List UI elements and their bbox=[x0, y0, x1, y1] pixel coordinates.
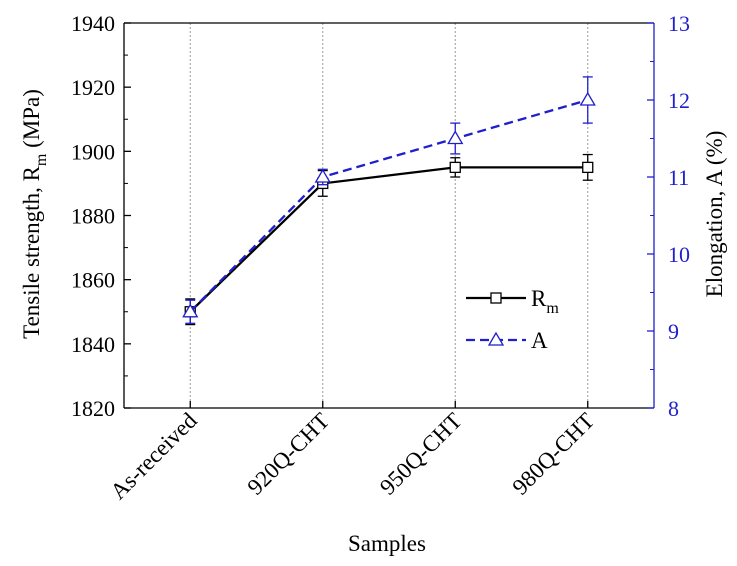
data-point-triangle bbox=[314, 168, 331, 183]
axes-layer: 1820 1840 1860 1880 1900 1920 1940 8 9 10 11 12 13 As… bbox=[71, 11, 690, 504]
legend-label-main: R bbox=[531, 286, 547, 311]
legend: RmA bbox=[466, 286, 559, 353]
y-left-tick-label: 1920 bbox=[71, 75, 115, 100]
y-right-tick-label: 12 bbox=[668, 88, 690, 113]
series-line bbox=[189, 98, 589, 313]
series-a bbox=[182, 76, 596, 324]
data-point-triangle bbox=[579, 91, 596, 106]
grid-layer bbox=[189, 23, 589, 408]
series-line bbox=[189, 166, 588, 313]
y-left-tick-label: 1940 bbox=[71, 11, 115, 36]
y-left-tick-label: 1880 bbox=[71, 204, 115, 229]
data-point-triangle bbox=[447, 130, 464, 145]
y-right-tick-label: 13 bbox=[668, 11, 690, 36]
y-left-title-unit: (MPa) bbox=[19, 89, 44, 154]
legend-label: A bbox=[531, 328, 548, 353]
legend-label: Rm bbox=[531, 286, 559, 317]
y-left-tick-label: 1820 bbox=[71, 396, 115, 421]
legend-marker-square bbox=[490, 292, 502, 304]
x-tick-label: 950Q-CHT bbox=[375, 408, 467, 500]
y-left-title-main: Tensile strength, R bbox=[19, 165, 44, 338]
x-tick-label: 920Q-CHT bbox=[243, 408, 335, 500]
legend-label-sub: m bbox=[546, 300, 559, 317]
y-axis-right-title: Elongation, A (%) bbox=[702, 131, 727, 298]
y-left-tick-label: 1840 bbox=[71, 332, 115, 357]
y-right-tick-label: 9 bbox=[668, 319, 679, 344]
data-point-square bbox=[582, 161, 594, 174]
y-left-tick-label: 1860 bbox=[71, 268, 115, 293]
y-axis-left-title: Tensile strength, Rm (MPa) bbox=[19, 89, 50, 339]
y-right-tick-label: 8 bbox=[668, 396, 679, 421]
series-layer bbox=[182, 76, 596, 326]
y-left-title-sub: m bbox=[33, 153, 50, 166]
x-tick-label: 980Q-CHT bbox=[508, 408, 600, 500]
y-right-tick-label: 11 bbox=[668, 165, 689, 190]
legend-marker-triangle bbox=[487, 331, 505, 346]
x-tick-label: As-received bbox=[106, 408, 203, 505]
data-point-square bbox=[449, 161, 461, 174]
data-point-triangle bbox=[182, 303, 199, 318]
x-axis-title: Samples bbox=[348, 531, 426, 556]
y-left-tick-label: 1900 bbox=[71, 139, 115, 164]
legend-label-main: A bbox=[531, 328, 548, 353]
y-right-tick-label: 10 bbox=[668, 242, 690, 267]
